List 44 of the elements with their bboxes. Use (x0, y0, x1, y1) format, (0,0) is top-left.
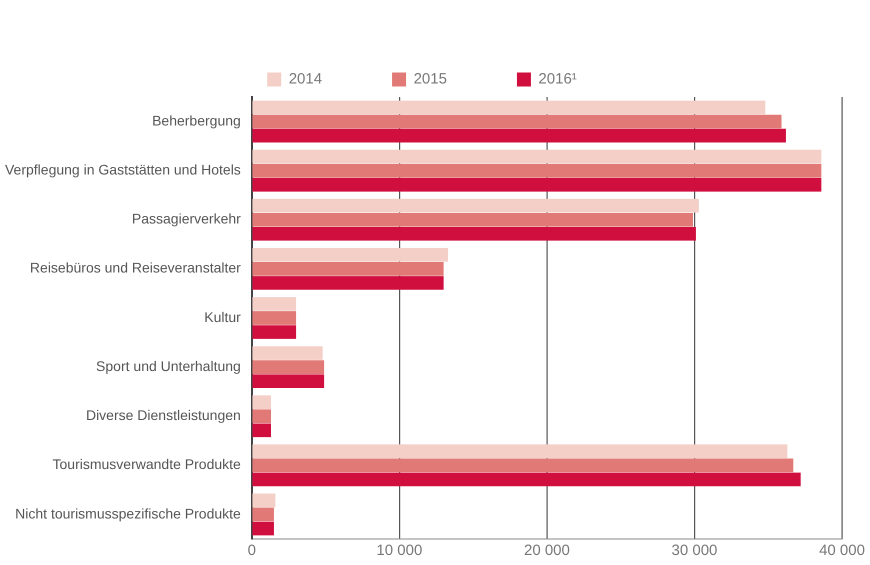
bar (252, 311, 296, 325)
bar (252, 150, 822, 164)
bar (252, 423, 271, 438)
bar (252, 297, 296, 311)
bar (252, 227, 696, 241)
x-tick-label: 20 000 (524, 542, 570, 560)
bar (252, 248, 448, 262)
bar (252, 494, 276, 508)
bar (252, 212, 693, 227)
y-tick-label: Beherbergung (152, 112, 241, 128)
bar (252, 458, 794, 472)
bar (252, 522, 274, 536)
bar (252, 100, 766, 114)
bar (252, 346, 323, 360)
y-tick-label: Sport und Unterhaltung (96, 358, 241, 374)
bar (252, 409, 271, 424)
y-tick-label: Verpflegung in Gaststätten und Hotels (4, 162, 241, 178)
y-tick-label: Tourismusverwandte Produkte (52, 456, 242, 472)
bar (252, 128, 786, 142)
legend-label: 2015 (414, 70, 447, 88)
bar (252, 262, 444, 276)
x-tick-label: 30 000 (672, 542, 718, 560)
bar (252, 395, 271, 409)
bar (252, 164, 822, 178)
y-tick-label: Nicht tourismusspezifische Produkte (15, 505, 242, 522)
bar (252, 360, 324, 374)
y-tick-label: Passagierverkehr (132, 210, 242, 227)
bar (252, 114, 782, 128)
bar (252, 198, 699, 213)
bar (252, 508, 274, 522)
bar (252, 325, 296, 339)
bar (252, 276, 444, 290)
bar (252, 472, 801, 486)
legend-label: 2014 (288, 70, 322, 88)
y-tick-label: Diverse Dienstleistungen (86, 407, 241, 424)
bar (252, 374, 324, 388)
bar (252, 444, 788, 458)
x-tick-label: 10 000 (376, 542, 422, 560)
x-tick-label: 0 (248, 542, 256, 560)
bar (252, 178, 822, 192)
x-tick-label: 40 000 (819, 542, 865, 560)
y-tick-label: Reisebüros und Reiseveranstalter (30, 260, 242, 276)
legend-label: 2016¹ (538, 70, 577, 88)
y-tick-label: Kultur (204, 308, 242, 325)
